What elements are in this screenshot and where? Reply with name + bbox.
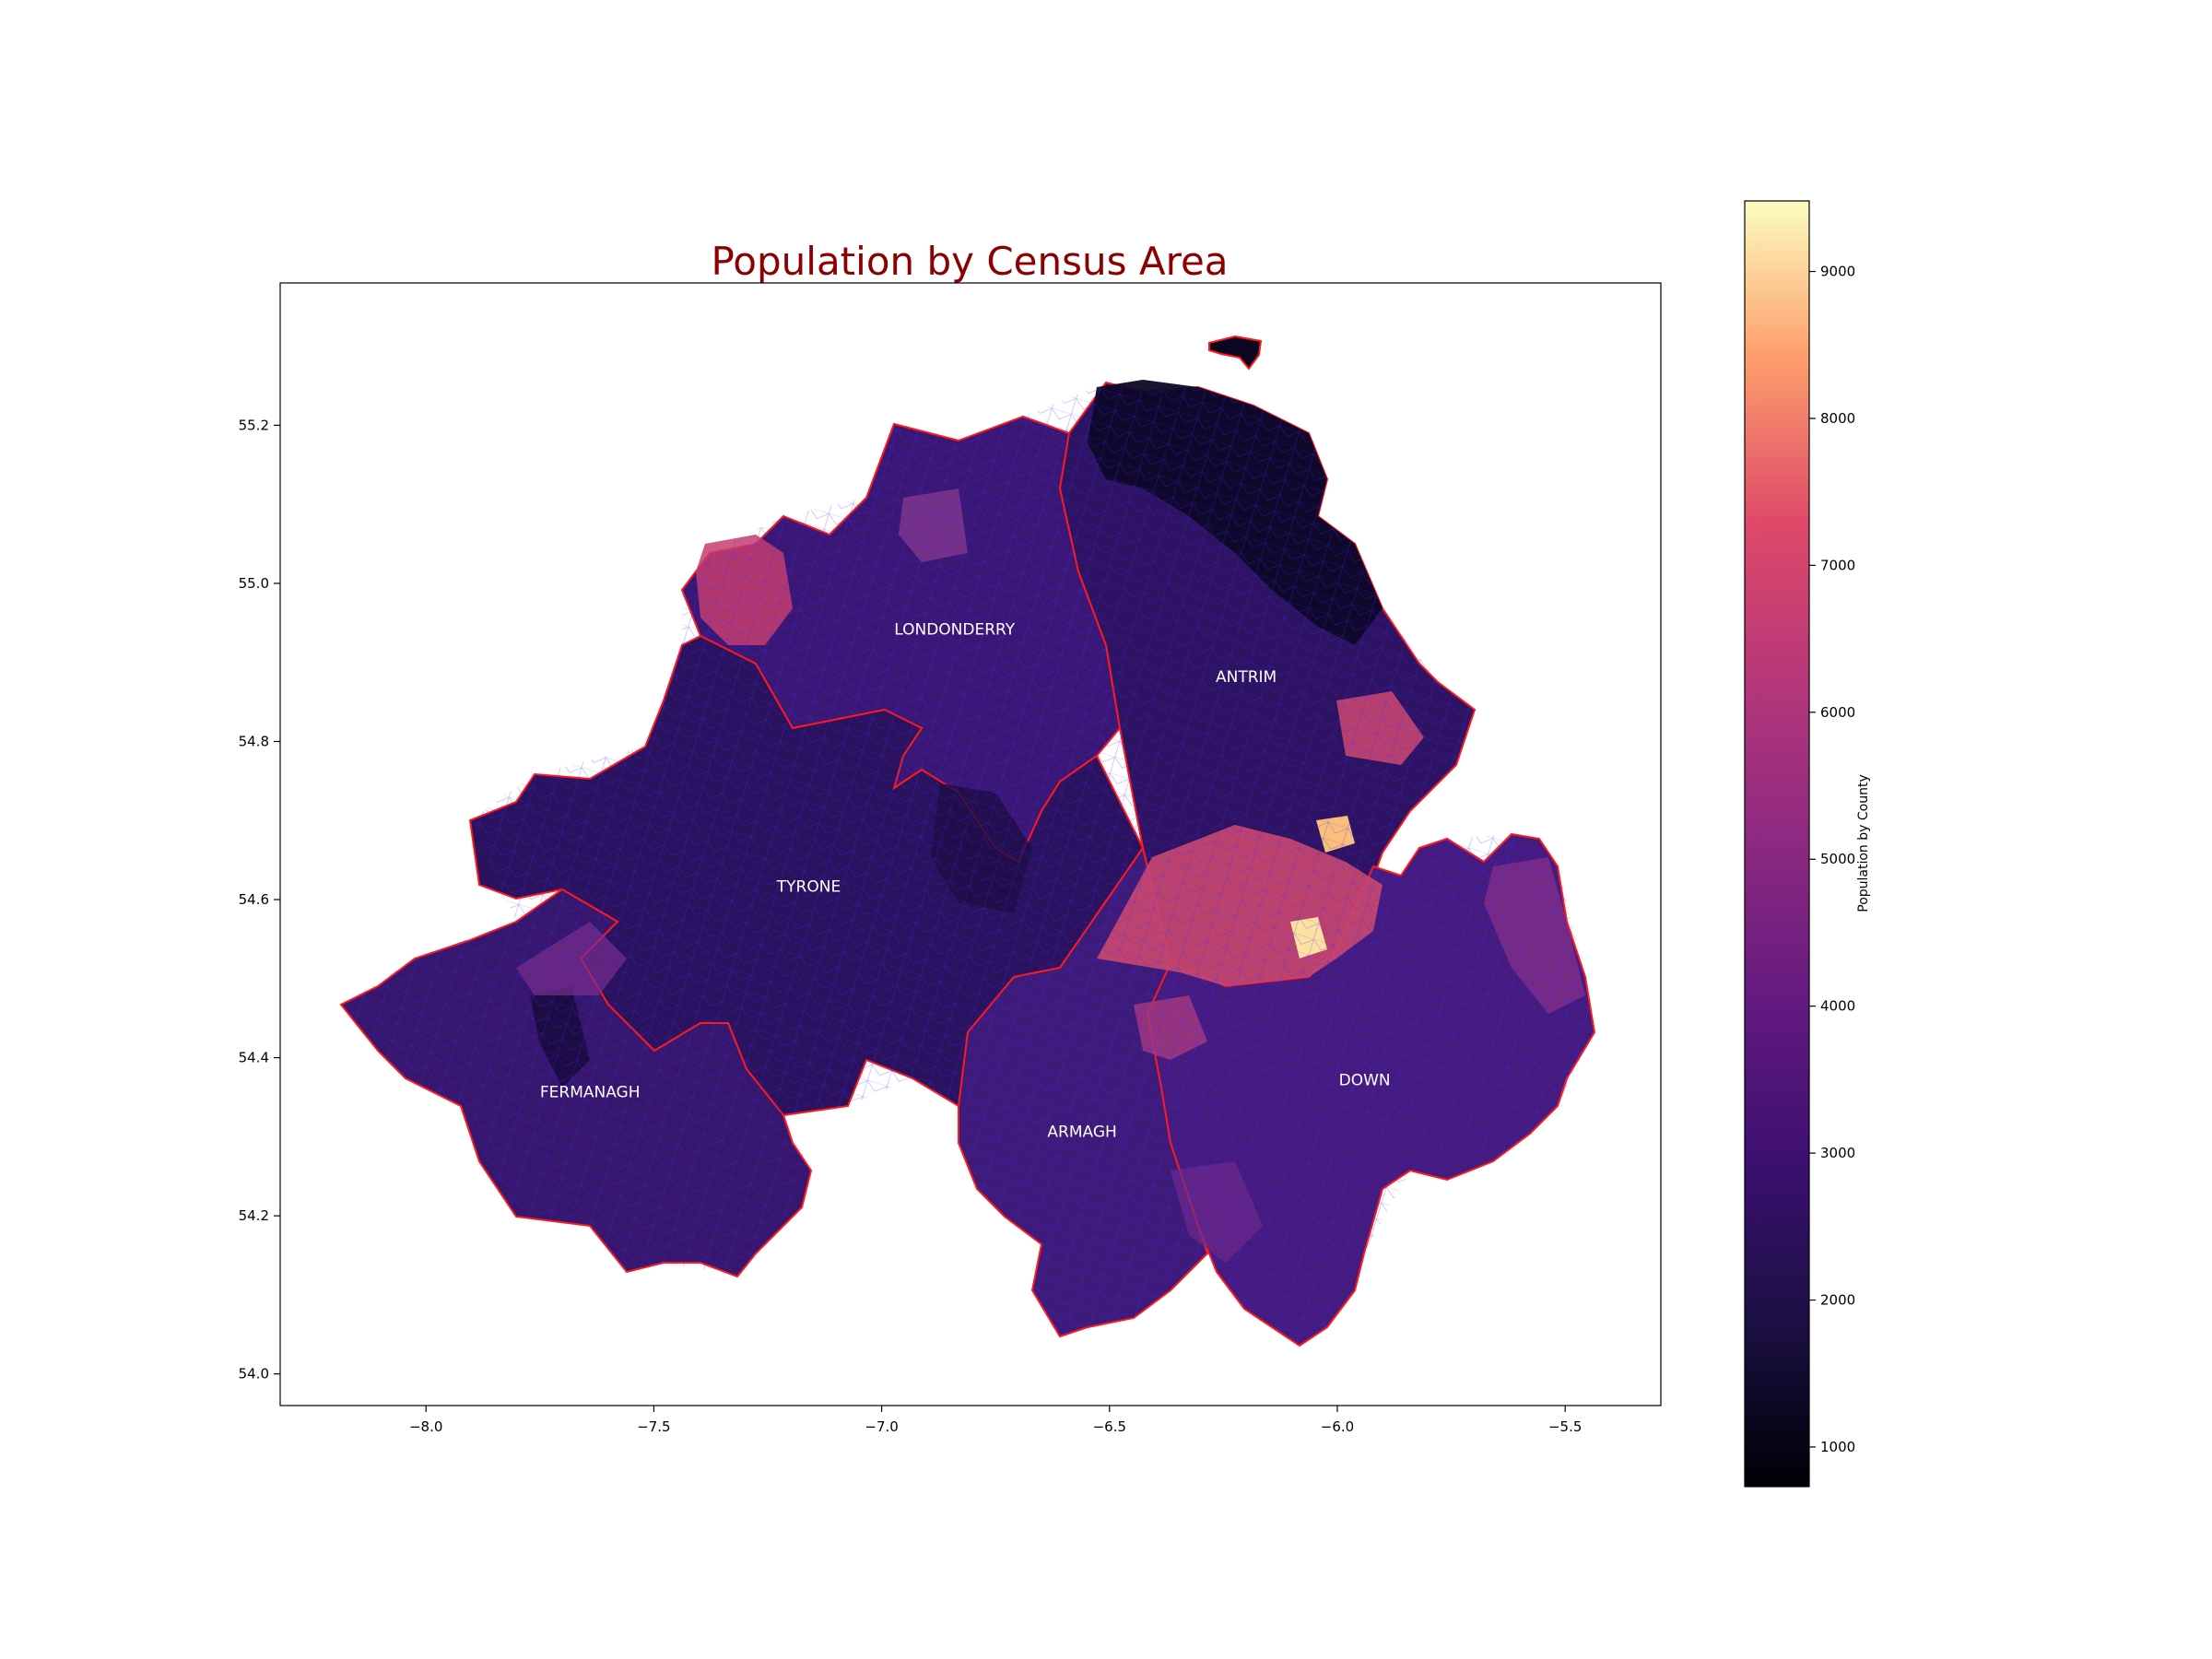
x-tick-label: −7.0 <box>865 1418 898 1435</box>
x-tick-label: −7.5 <box>637 1418 670 1435</box>
colorbar-tick-label: 4000 <box>1820 998 1855 1015</box>
colorbar-tick-label: 6000 <box>1820 704 1855 721</box>
colorbar-tick-label: 9000 <box>1820 264 1855 280</box>
county-label-down: DOWN <box>1339 1072 1391 1090</box>
colorbar-tick-label: 2000 <box>1820 1292 1855 1309</box>
y-tick-label: 54.6 <box>239 891 269 908</box>
colorbar-tick-label: 8000 <box>1820 410 1855 427</box>
y-axis: 54.0 54.2 54.4 54.6 54.8 55.0 55.2 <box>239 417 280 1382</box>
county-label-antrim: ANTRIM <box>1216 668 1277 687</box>
x-tick-label: −6.5 <box>1093 1418 1126 1435</box>
ward-boundaries <box>341 382 1594 1346</box>
colorbar-ticks: 1000 2000 3000 4000 5000 6000 7000 8000 9000 <box>1809 264 1855 1455</box>
county-label-armagh: ARMAGH <box>1047 1123 1116 1141</box>
y-tick-label: 54.2 <box>239 1207 269 1224</box>
colorbar-tick-label: 7000 <box>1820 557 1855 573</box>
colorbar-gradient <box>1744 200 1810 1488</box>
map-axes: LONDONDERRY ANTRIM TYRONE FERMANAGH ARMAGH DO… <box>239 282 1662 1435</box>
colorbar-tick-label: 3000 <box>1820 1145 1855 1161</box>
chart-title: Population by Census Area <box>711 239 1228 284</box>
y-tick-label: 54.4 <box>239 1050 269 1066</box>
colorbar: 1000 2000 3000 4000 5000 6000 7000 8000 9000 Pop… <box>1744 200 1871 1488</box>
x-axis: −8.0 −7.5 −7.0 −6.5 −6.0 −5.5 <box>409 1406 1582 1435</box>
x-tick-label: −8.0 <box>409 1418 442 1435</box>
x-tick-label: −5.5 <box>1548 1418 1582 1435</box>
y-tick-label: 55.0 <box>239 575 269 592</box>
x-tick-label: −6.0 <box>1321 1418 1354 1435</box>
colorbar-tick-label: 1000 <box>1820 1439 1855 1455</box>
colorbar-label: Population by County <box>1856 774 1871 912</box>
county-label-fermanagh: FERMANAGH <box>540 1083 641 1101</box>
y-tick-label: 54.0 <box>239 1366 269 1382</box>
colorbar-tick-label: 5000 <box>1820 851 1855 867</box>
county-label-tyrone: TYRONE <box>776 877 841 896</box>
county-labels: LONDONDERRY ANTRIM TYRONE FERMANAGH ARMAGH DO… <box>540 621 1391 1142</box>
y-tick-label: 55.2 <box>239 417 269 433</box>
map-area <box>339 335 1596 1347</box>
y-tick-label: 54.8 <box>239 733 269 749</box>
county-label-londonderry: LONDONDERRY <box>894 621 1016 640</box>
rathlin-island <box>1208 335 1263 371</box>
